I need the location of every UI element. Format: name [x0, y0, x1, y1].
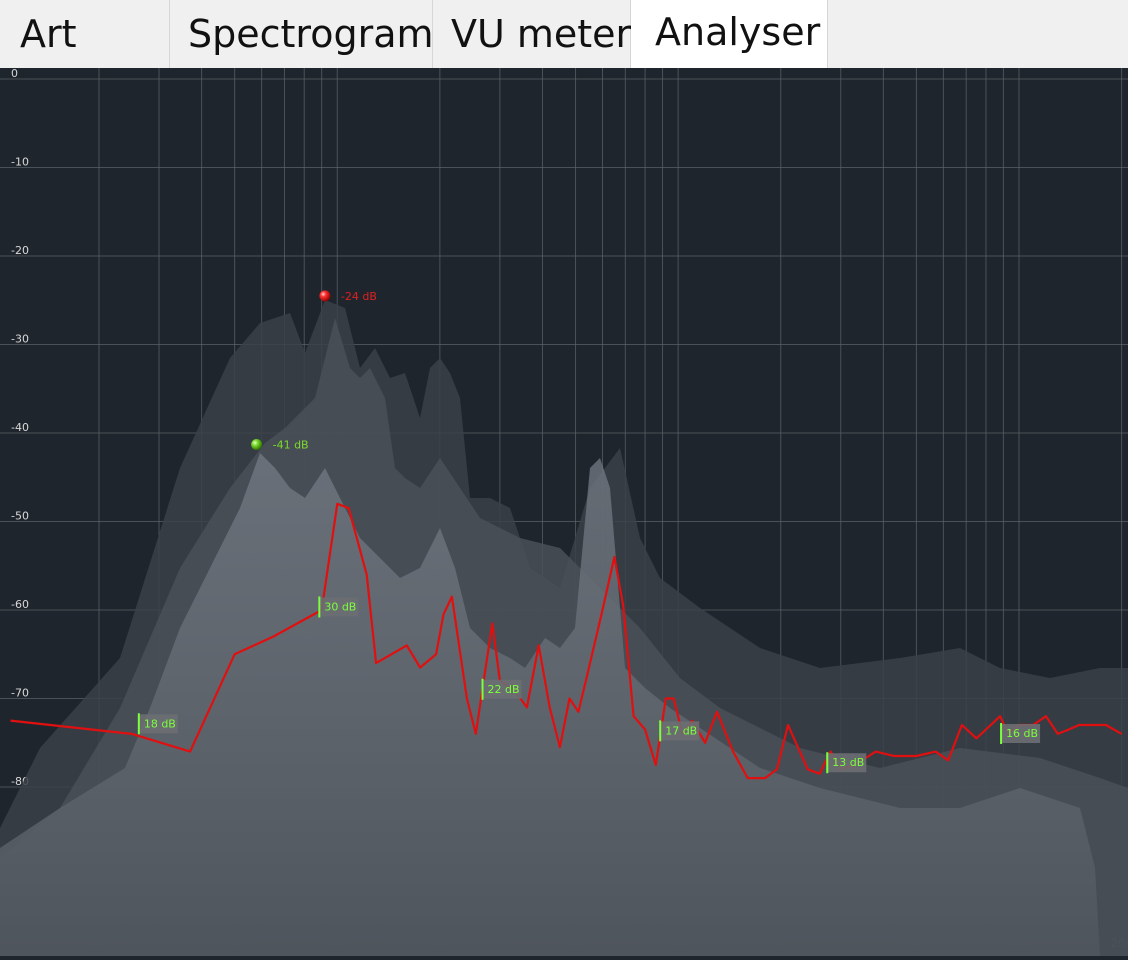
band-label-text: 13 dB	[832, 756, 864, 769]
band-label-handle	[137, 713, 140, 735]
band-label-handle	[318, 596, 321, 618]
tab-art[interactable]: Art	[0, 0, 170, 68]
peak-marker-label: -24 dB	[341, 290, 377, 303]
band-labels: 18 dB 30 dB 22 dB 17 dB 13 dB 16 dB	[137, 596, 1041, 774]
peak-marker-dot	[319, 290, 331, 302]
y-tick-label: -60	[11, 598, 29, 611]
response-curve	[10, 502, 1123, 780]
band-label-box	[481, 679, 522, 699]
band-label-box	[137, 714, 178, 734]
y-tick-label: -30	[11, 333, 29, 346]
peak-marker-label: -41 dB	[273, 439, 309, 452]
y-tick-label: -50	[11, 510, 29, 523]
band-label-box	[659, 721, 700, 741]
band-label-box	[826, 753, 867, 773]
band-label[interactable]: 13 dB	[826, 752, 867, 774]
y-tick-label: -40	[11, 421, 29, 434]
peak-markers: -24 dB -41 dB	[251, 290, 377, 452]
band-label[interactable]: 18 dB	[137, 713, 178, 735]
band-label[interactable]: 22 dB	[481, 678, 522, 700]
y-tick-label: -70	[11, 687, 29, 700]
tab-spectrogram[interactable]: Spectrogram	[170, 0, 434, 68]
band-label-handle	[826, 752, 829, 774]
tab-bar: Art Spectrogram VU meter Analyser	[0, 0, 1128, 69]
band-label[interactable]: 17 dB	[659, 720, 700, 742]
band-label-text: 30 dB	[324, 600, 356, 613]
y-tick-label: -10	[11, 156, 29, 169]
spectrum-area	[0, 300, 1128, 956]
band-label-handle	[659, 720, 662, 742]
response-curve-layer	[10, 502, 1123, 780]
y-tick-label: -20	[11, 244, 29, 257]
tab-analyser[interactable]: Analyser	[631, 0, 828, 68]
band-label-text: 18 dB	[144, 717, 176, 730]
peak-marker: -41 dB	[251, 439, 309, 452]
band-label[interactable]: 30 dB	[318, 596, 359, 618]
y-tick-label: 0	[11, 68, 18, 80]
band-label-box	[1000, 724, 1041, 744]
band-label-handle	[481, 678, 484, 700]
band-label-text: 16 dB	[1006, 727, 1038, 740]
band-label-box	[318, 597, 359, 617]
analyser-chart: 0-10-20-30-40-50-60-70-80-90205010020050…	[0, 67, 1128, 956]
band-label[interactable]: 16 dB	[1000, 723, 1041, 745]
analyser-plot: 0-10-20-30-40-50-60-70-80-90205010020050…	[0, 67, 1128, 956]
band-label-text: 22 dB	[488, 683, 520, 696]
peak-marker: -24 dB	[319, 290, 377, 303]
tab-vu-meter[interactable]: VU meter	[433, 0, 631, 68]
band-label-handle	[1000, 723, 1003, 745]
peak-marker-dot	[251, 439, 263, 451]
band-label-text: 17 dB	[665, 724, 697, 737]
